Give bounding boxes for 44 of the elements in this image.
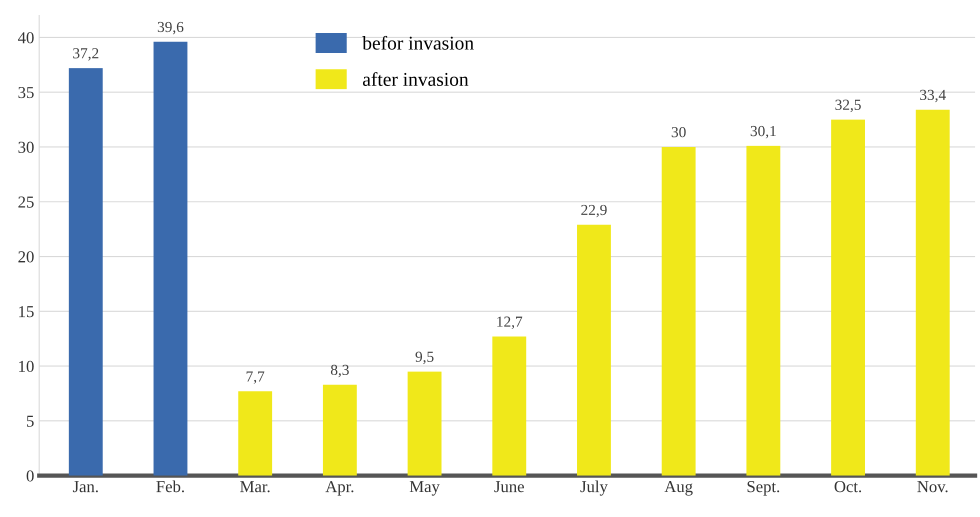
y-tick-label: 15	[19, 306, 34, 318]
y-tick-label: 35	[18, 86, 34, 98]
data-label: 30,1	[750, 126, 776, 138]
data-label: 32,5	[835, 100, 861, 112]
x-tick-label: Apr.	[325, 481, 354, 496]
bar	[154, 42, 188, 476]
data-label: 37,2	[73, 48, 98, 61]
data-label: 9,5	[416, 352, 434, 364]
y-tick-label: 0	[26, 470, 34, 482]
bar	[746, 146, 780, 476]
bar	[408, 372, 442, 476]
x-tick-label: Nov.	[917, 481, 948, 492]
bar	[831, 120, 865, 476]
bar	[492, 336, 526, 476]
x-tick-label: Feb.	[156, 480, 184, 492]
bar	[577, 224, 611, 476]
x-tick-label: Jan.	[72, 481, 98, 492]
bar	[916, 110, 950, 476]
data-label: 12,7	[497, 316, 522, 330]
x-tick-label: May	[410, 481, 440, 496]
x-tick-label: Mar.	[240, 481, 270, 492]
x-tick-label: Oct.	[834, 481, 862, 492]
bar	[68, 68, 103, 476]
y-tick-label: 10	[19, 360, 34, 372]
data-label: 33,4	[920, 90, 946, 102]
y-tick-label: 5	[26, 416, 34, 427]
bar	[238, 391, 272, 476]
y-tick-label: 25	[18, 196, 34, 208]
data-label: 39,6	[158, 22, 184, 34]
x-tick-label: Sept.	[748, 481, 780, 496]
data-label: 30	[672, 126, 686, 138]
bar	[662, 146, 696, 476]
data-label: 22,9	[581, 204, 607, 218]
x-tick-label: June	[494, 481, 524, 492]
y-tick-label: 40	[18, 32, 34, 44]
x-tick-label: July	[580, 480, 608, 496]
data-label: 8,3	[330, 364, 349, 378]
legend-label: after invasion	[362, 72, 468, 86]
y-tick-label: 20	[18, 251, 34, 262]
x-tick-label: Aug	[664, 481, 693, 496]
bar	[322, 384, 357, 476]
data-label: 7,7	[246, 371, 264, 384]
legend-label: befor invasion	[362, 36, 474, 50]
y-tick-label: 30	[18, 142, 34, 153]
